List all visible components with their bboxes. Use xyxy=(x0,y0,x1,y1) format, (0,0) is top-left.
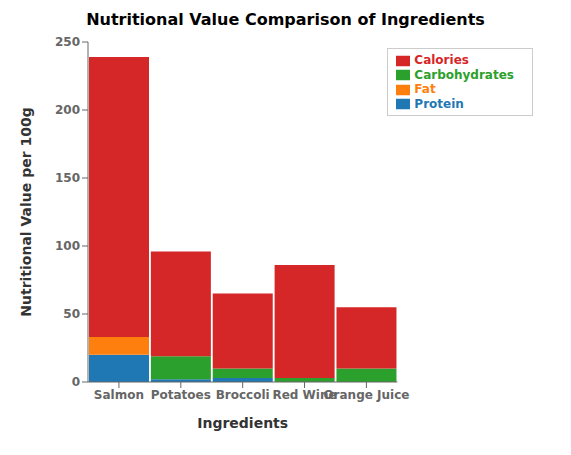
html-text:Calories: Calories xyxy=(414,53,469,67)
svg-text:Broccoli: Broccoli xyxy=(216,388,270,402)
html-text:Nutritional Value Comparison o: Nutritional Value Comparison of Ingredie… xyxy=(86,10,485,29)
svg-text:200: 200 xyxy=(55,103,80,117)
svg-text:250: 250 xyxy=(55,35,80,49)
svg-text:Ingredients: Ingredients xyxy=(197,415,288,431)
html-text:Fat: Fat xyxy=(414,82,436,96)
svg-text:100: 100 xyxy=(55,239,80,253)
svg-text:Orange Juice: Orange Juice xyxy=(323,388,409,402)
svg-text:0: 0 xyxy=(72,375,80,389)
svg-text:150: 150 xyxy=(55,171,80,185)
svg-text:Nutritional Value per 100g: Nutritional Value per 100g xyxy=(18,107,34,316)
svg-text:50: 50 xyxy=(63,307,80,321)
html-text:Protein: Protein xyxy=(414,96,464,111)
svg-text:Salmon: Salmon xyxy=(94,388,144,402)
svg-text:Potatoes: Potatoes xyxy=(151,388,211,402)
html-text:Carbohydrates: Carbohydrates xyxy=(414,67,514,82)
svg-text:Red Wine: Red Wine xyxy=(272,387,337,402)
